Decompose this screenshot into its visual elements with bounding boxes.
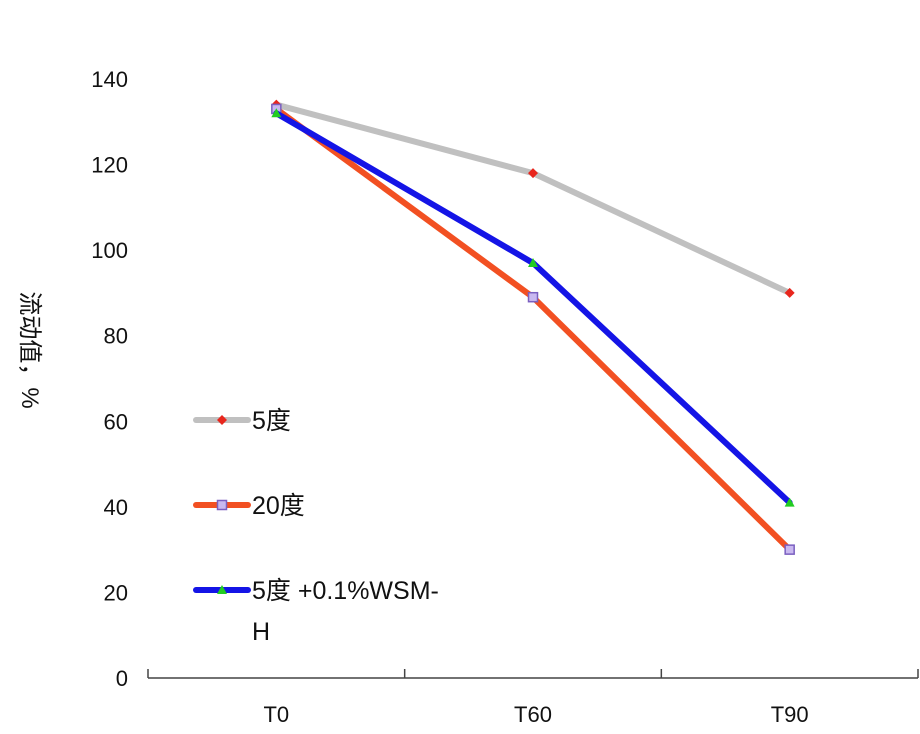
series-layer (271, 99, 795, 555)
legend: 5度 20度 5度 +0.1%WSM-H (193, 407, 439, 646)
point-marker-triangle (528, 257, 538, 267)
y-tick-label: 20 (104, 580, 128, 605)
y-tick-label: 60 (104, 409, 128, 434)
point-marker-diamond (784, 287, 795, 298)
point-marker-diamond (528, 168, 538, 179)
point-marker-square (784, 544, 795, 555)
x-tick-label: T0 (263, 702, 289, 727)
y-tick-label: 0 (116, 666, 128, 691)
legend-entry: 20度 (193, 492, 305, 520)
x-axis: T0 T60 T90 (147, 669, 919, 727)
legend-label: 20度 (252, 492, 305, 520)
y-tick-labels: 0 20 40 60 80 100 120 140 (91, 67, 128, 691)
y-tick-label: 140 (91, 67, 128, 92)
point-marker-square (216, 499, 228, 511)
legend-entry: 5度 +0.1%WSM-H (193, 577, 439, 646)
legend-entry: 5度 (193, 407, 291, 435)
x-tick-label: T90 (771, 702, 809, 727)
y-axis-label: 流动值，% (16, 291, 43, 408)
point-marker-triangle (271, 108, 282, 118)
y-tick-label: 100 (91, 238, 128, 263)
point-marker-diamond (217, 415, 227, 425)
y-tick-label: 80 (104, 324, 128, 349)
y-tick-label: 40 (104, 495, 128, 520)
point-marker-triangle (784, 497, 795, 507)
series-2 (271, 108, 795, 507)
y-tick-label: 120 (91, 153, 128, 178)
y-axis-label-group: 流动值，% (16, 291, 43, 408)
point-marker-square (527, 291, 539, 303)
x-tick-label: T60 (514, 702, 552, 727)
legend-label: 5度 +0.1%WSM-H (252, 577, 439, 646)
point-marker-triangle (217, 585, 227, 594)
series-0 (271, 99, 795, 298)
legend-label: 5度 (252, 407, 291, 435)
